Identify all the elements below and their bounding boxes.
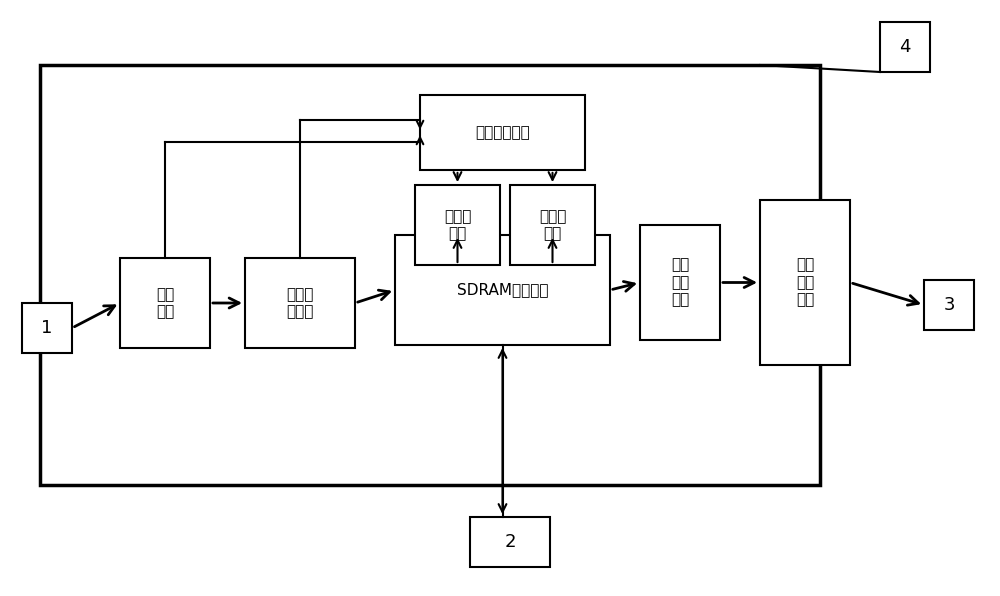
Bar: [395, 235, 610, 345]
Text: 通讯
单元: 通讯 单元: [156, 287, 174, 319]
Text: 4: 4: [899, 38, 911, 56]
Bar: [22, 303, 72, 353]
Text: 3: 3: [943, 296, 955, 314]
Bar: [40, 65, 820, 485]
Text: 2: 2: [504, 533, 516, 551]
Text: 参数配置单元: 参数配置单元: [475, 125, 530, 140]
Text: 输出
缓存
单元: 输出 缓存 单元: [671, 257, 689, 308]
Bar: [924, 280, 974, 330]
Bar: [420, 95, 585, 170]
Text: SDRAM控制单元: SDRAM控制单元: [457, 283, 548, 297]
Text: 1: 1: [41, 319, 53, 337]
Text: 输入缓
存单元: 输入缓 存单元: [286, 287, 314, 319]
Bar: [880, 22, 930, 72]
Bar: [120, 258, 210, 348]
Bar: [510, 185, 595, 265]
Bar: [245, 258, 355, 348]
Text: 写地址
单元: 写地址 单元: [444, 209, 471, 241]
Bar: [415, 185, 500, 265]
Text: 读地址
单元: 读地址 单元: [539, 209, 566, 241]
Text: 并串
转换
单元: 并串 转换 单元: [796, 257, 814, 308]
Bar: [760, 200, 850, 365]
Bar: [470, 517, 550, 567]
Bar: [640, 225, 720, 340]
